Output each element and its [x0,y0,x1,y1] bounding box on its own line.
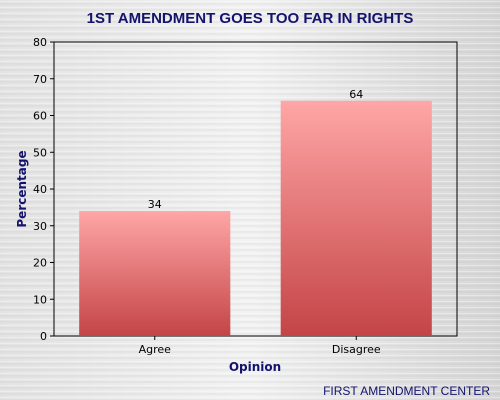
y-tick-label: 10 [33,293,47,306]
footer-source: FIRST AMENDMENT CENTER [323,384,490,398]
x-tick-label: Disagree [332,343,381,356]
chart-title: 1ST AMENDMENT GOES TOO FAR IN RIGHTS [87,10,414,27]
y-tick-label: 80 [33,36,47,49]
y-tick-label: 50 [33,146,47,159]
data-label: 34 [148,198,162,211]
y-tick-label: 70 [33,73,47,86]
y-tick-label: 20 [33,257,47,270]
x-tick-label: Agree [139,343,172,356]
x-axis-label: Opinion [229,360,281,374]
y-tick-label: 40 [33,183,47,196]
y-axis-label: Percentage [15,150,29,227]
plot-area: 0 10 20 30 40 50 60 70 80 34 Agree 64 Disagree [33,36,458,356]
bar [79,211,231,336]
bar [280,100,432,336]
data-label: 64 [349,88,363,101]
y-tick-label: 60 [33,110,47,123]
y-tick-label: 30 [33,220,47,233]
y-tick-label: 0 [40,330,47,343]
